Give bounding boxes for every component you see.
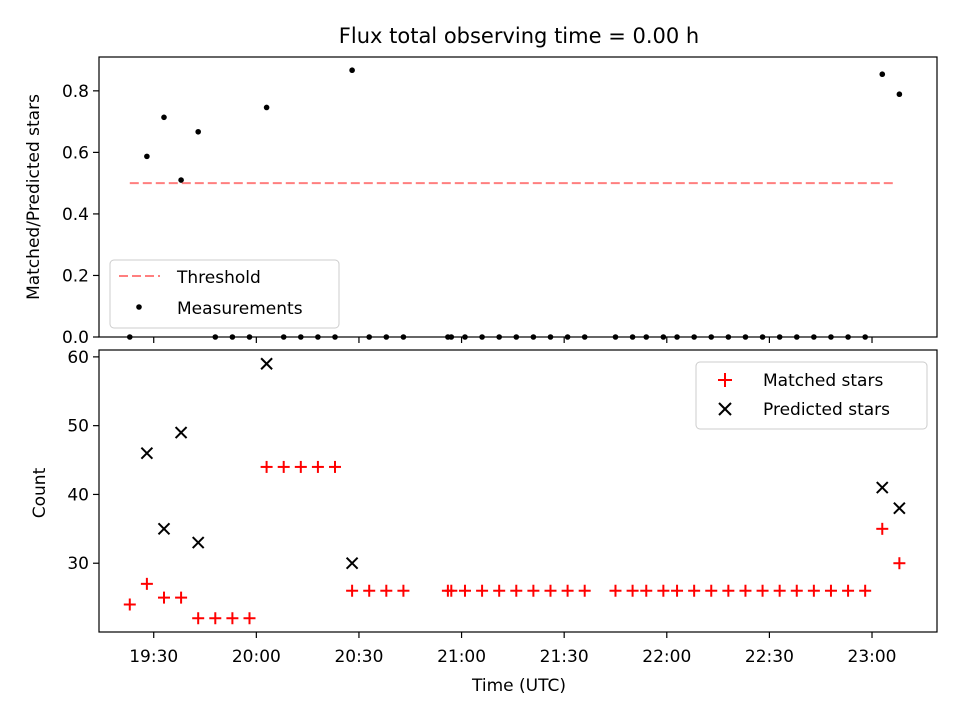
matched-star-point — [226, 612, 239, 625]
bottom-y-tick-label: 50 — [67, 417, 89, 437]
predicted-star-point — [157, 522, 171, 536]
legend-threshold-label: Threshold — [176, 268, 261, 288]
predicted-star-point — [876, 481, 889, 494]
legend-measurements-swatch — [136, 304, 142, 310]
measurement-point — [349, 67, 355, 74]
matched-star-point — [739, 584, 752, 597]
measurement-point — [178, 177, 184, 183]
measurement-point — [144, 153, 150, 160]
matched-star-point — [445, 584, 458, 597]
matched-star-point — [493, 584, 506, 597]
x-tick-label: 20:30 — [334, 647, 383, 667]
x-tick-label: 21:00 — [437, 647, 486, 667]
matched-star-point — [640, 584, 653, 597]
matched-star-point — [175, 591, 188, 604]
matched-star-point — [722, 584, 735, 597]
matched-star-point — [140, 577, 153, 590]
measurement-point — [879, 71, 886, 78]
legend-predicted-swatch — [718, 402, 732, 416]
measurement-point — [896, 91, 903, 98]
matched-star-point — [705, 584, 718, 597]
matched-star-point — [243, 612, 256, 625]
matched-star-point — [510, 584, 523, 597]
predicted-star-point — [260, 357, 273, 370]
legend-matched-swatch — [718, 373, 732, 387]
top-plot-frame — [98, 56, 938, 338]
x-tick-label: 19:30 — [129, 647, 178, 667]
legend-measurements-label: Measurements — [177, 299, 303, 319]
matched-star-point — [688, 584, 701, 597]
matched-star-point — [346, 584, 359, 597]
legend-matched-label: Matched stars — [763, 371, 883, 391]
x-tick-label: 21:30 — [540, 647, 589, 667]
matched-star-point — [277, 460, 290, 473]
matched-star-point — [561, 584, 574, 597]
measurement-point — [195, 128, 201, 135]
matched-star-point — [123, 598, 136, 611]
matched-star-point — [260, 460, 273, 473]
matched-star-point — [380, 584, 393, 597]
matched-star-point — [578, 584, 591, 597]
matched-star-point — [458, 584, 471, 597]
matched-star-point — [294, 460, 307, 473]
x-tick-label: 22:30 — [745, 647, 794, 667]
predicted-star-point — [140, 446, 154, 460]
predicted-star-point — [345, 557, 359, 570]
x-tick-label: 20:00 — [232, 647, 281, 667]
matched-star-point — [773, 584, 786, 597]
predicted-star-point — [191, 536, 205, 549]
matched-star-point — [476, 584, 489, 597]
matched-star-point — [790, 584, 803, 597]
top-y-tick-label: 0.6 — [62, 143, 89, 163]
predicted-star-point — [174, 426, 188, 439]
x-tick-label: 22:00 — [642, 647, 691, 667]
matched-star-point — [859, 584, 872, 597]
matched-star-point — [209, 612, 222, 625]
top-panel: Flux total observing time = 0.00 h 0.0 0.… — [24, 24, 938, 348]
bottom-plot-frame — [98, 349, 938, 633]
measurement-point — [161, 114, 167, 121]
x-tick-label: 23:00 — [848, 647, 897, 667]
matched-star-point — [824, 584, 837, 597]
matched-star-point — [329, 460, 342, 473]
predicted-star-point — [893, 501, 906, 515]
chart-title: Flux total observing time = 0.00 h — [339, 24, 699, 48]
matched-star-point — [363, 584, 376, 597]
matched-star-point — [311, 460, 324, 473]
bottom-y-tick-label: 30 — [67, 554, 89, 574]
matched-star-point — [657, 584, 670, 597]
x-axis-label: Time (UTC) — [471, 676, 566, 696]
matched-star-point — [544, 584, 557, 597]
matched-star-point — [609, 584, 622, 597]
legend-predicted-label: Predicted stars — [763, 400, 890, 420]
measurement-point — [263, 104, 270, 111]
matched-star-point — [893, 557, 906, 570]
matched-star-point — [192, 612, 205, 625]
matched-star-point — [807, 584, 820, 597]
top-y-tick-label: 0.2 — [62, 266, 89, 286]
bottom-y-tick-label: 60 — [67, 348, 89, 368]
bottom-y-tick-label: 40 — [67, 485, 89, 505]
top-y-axis-label: Matched/Predicted stars — [24, 94, 44, 300]
top-legend: Threshold Measurements — [109, 259, 340, 329]
matched-star-point — [397, 584, 410, 597]
matched-star-point — [842, 584, 855, 597]
matched-star-point — [527, 584, 540, 597]
matched-star-point — [626, 584, 639, 597]
top-y-tick-label: 0.8 — [62, 82, 89, 102]
matched-star-point — [876, 522, 889, 535]
matched-star-point — [157, 591, 170, 604]
bottom-legend: Matched stars Predicted stars — [695, 361, 928, 430]
bottom-panel: 30 40 50 60 19:30 20:00 20:30 21:00 21:30 22:00 2… — [30, 348, 938, 696]
matched-star-point — [756, 584, 769, 597]
matched-star-point — [671, 584, 684, 597]
top-y-tick-label: 0.4 — [62, 205, 89, 225]
top-y-tick-label: 0.0 — [62, 328, 89, 348]
bottom-y-axis-label: Count — [30, 467, 50, 518]
